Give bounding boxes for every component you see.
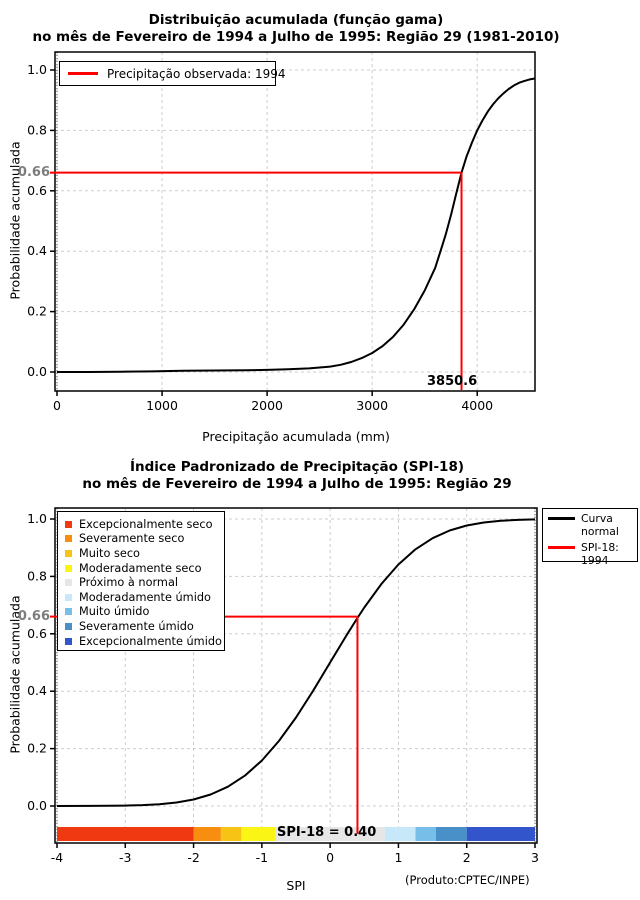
category-swatch (65, 535, 72, 543)
colorbar-segment (57, 827, 194, 841)
colorbar-segment (241, 827, 276, 841)
legend-item-curva-normal: Curva normal (548, 512, 637, 538)
red-line-sample (548, 546, 575, 549)
category-swatch (65, 622, 72, 630)
chart2-title: Índice Padronizado de Precipitação (SPI-… (129, 459, 465, 475)
y-tick-label: 0.8 (27, 568, 47, 583)
y-tick-label: 0.4 (27, 243, 47, 258)
legend-label: Curva normal (581, 512, 619, 538)
chart1-legend-label: Precipitação observada: 1994 (107, 66, 286, 81)
plot-box (54, 507, 538, 844)
chart2-category-legend: Excepcionalmente seco Severamente seco Mui… (57, 511, 225, 651)
category-swatch (65, 564, 72, 572)
category-label: Próximo à normal (79, 576, 179, 590)
chart2-marker-annotation: SPI-18 = 0.40 (277, 825, 377, 840)
chart2-xlabel: SPI (286, 878, 306, 893)
legend-item-severamente-seco: Severamente seco (65, 532, 224, 547)
chart1-marker-y-label: 0.66 (17, 165, 50, 180)
legend-item-moderadamente-seco: Moderadamente seco (65, 561, 224, 576)
legend-item-severamente-mido: Severamente úmido (65, 619, 224, 634)
y-tick-label: 0.0 (27, 364, 47, 379)
colorbar-segment (415, 827, 436, 841)
colorbar-segment (435, 827, 467, 841)
legend-label: SPI-18: 1994 (581, 541, 619, 567)
chart2-marker-y-label: 0.66 (17, 609, 50, 624)
category-label: Severamente úmido (79, 619, 194, 633)
legend-item-pr-ximo-normal: Próximo à normal (65, 575, 224, 590)
x-tick-label: -4 (51, 850, 64, 865)
category-swatch (65, 608, 72, 616)
category-swatch (65, 549, 72, 557)
x-tick-label: 3000 (356, 398, 388, 413)
category-label: Muito seco (79, 546, 140, 560)
category-label: Moderadamente úmido (79, 590, 211, 604)
x-tick-label: 4000 (461, 398, 493, 413)
x-tick-label: 0 (326, 850, 334, 865)
chart1-marker-x-label: 3850.6 (427, 374, 478, 389)
category-swatch (65, 579, 72, 587)
chart2-footnote: (Produto:CPTEC/INPE) (405, 873, 530, 887)
x-tick-label: -2 (187, 850, 199, 865)
chart1-ylabel: Probabilidade acumulada (7, 141, 23, 300)
category-label: Severamente seco (79, 532, 185, 546)
y-tick-label: 0.2 (27, 741, 47, 756)
legend-item-moderadamente-mido: Moderadamente úmido (65, 590, 224, 605)
y-tick-label: 1.0 (27, 62, 47, 77)
chart2-curve-legend: Curva normal SPI-18: 1994 (542, 508, 638, 567)
y-tick-label: 0.6 (27, 626, 47, 641)
x-tick-label: 2000 (251, 398, 283, 413)
category-label: Moderadamente seco (79, 561, 202, 575)
legend-item-muito-seco: Muito seco (65, 546, 224, 561)
y-tick-label: 0.8 (27, 122, 47, 137)
chart1-legend: Precipitação observada: 1994 (59, 61, 285, 86)
x-tick-label: 0 (53, 398, 61, 413)
y-tick-label: 1.0 (27, 511, 47, 526)
plot-box (54, 51, 536, 392)
colorbar-segment (220, 827, 242, 841)
chart1-subtitle: no mês de Fevereiro de 1994 a Julho de 1… (32, 29, 560, 45)
x-tick-label: 1 (394, 850, 402, 865)
category-label: Excepcionalmente úmido (79, 634, 222, 648)
red-line-sample (68, 72, 98, 75)
chart1-xlabel: Precipitação acumulada (mm) (202, 429, 390, 444)
colorbar-segment (384, 827, 416, 841)
category-swatch (65, 637, 72, 645)
y-tick-label: 0.2 (27, 304, 47, 319)
category-swatch (65, 593, 72, 601)
legend-item-spi18: SPI-18: 1994 (548, 541, 637, 567)
legend-item-muito-mido: Muito úmido (65, 605, 224, 620)
legend-item-excepcionalmente-seco: Excepcionalmente seco (65, 517, 224, 532)
chart1-title: Distribuição acumulada (função gama) (148, 12, 444, 28)
curve-normal-cdf (56, 518, 536, 807)
category-label: Muito úmido (79, 605, 150, 619)
y-tick-label: 0.0 (27, 798, 47, 813)
black-line-sample (548, 517, 575, 520)
colorbar-segment (193, 827, 221, 841)
category-swatch (65, 520, 72, 528)
legend-item-excepcionalmente-mido: Excepcionalmente úmido (65, 634, 224, 649)
colorbar-segment (466, 827, 535, 841)
x-tick-label: 3 (531, 850, 539, 865)
x-tick-label: 2 (463, 850, 471, 865)
curve-gamma-cdf (57, 77, 536, 373)
category-label: Excepcionalmente seco (79, 517, 213, 531)
y-tick-label: 0.4 (27, 683, 47, 698)
chart2-subtitle: no mês de Fevereiro de 1994 a Julho de 1… (82, 476, 512, 492)
y-tick-label: 0.6 (27, 183, 47, 198)
x-tick-label: -1 (256, 850, 268, 865)
x-tick-label: -3 (119, 850, 131, 865)
x-tick-label: 1000 (146, 398, 178, 413)
